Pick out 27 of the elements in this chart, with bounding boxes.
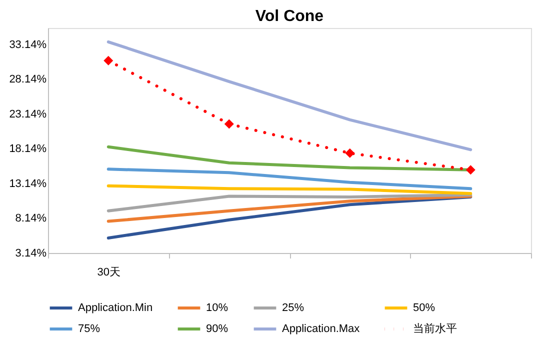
point bbox=[345, 148, 355, 158]
legend-label: Application.Max bbox=[282, 323, 360, 335]
line-series bbox=[106, 168, 472, 190]
line-series bbox=[106, 184, 472, 195]
line-series bbox=[106, 195, 472, 240]
y-tick-label: 13.14% bbox=[9, 178, 47, 190]
y-tick-label: 23.14% bbox=[9, 108, 47, 120]
line-series bbox=[106, 193, 472, 212]
line-series bbox=[106, 194, 472, 223]
legend-label: 75% bbox=[78, 323, 100, 335]
point bbox=[466, 165, 476, 175]
y-tick-label: 18.14% bbox=[9, 143, 47, 156]
legend-label: Application.Min bbox=[78, 302, 153, 314]
y-tick-label: 8.14% bbox=[15, 212, 47, 225]
y-tick-label: 28.14% bbox=[9, 74, 47, 86]
legend-label: 10% bbox=[206, 302, 228, 314]
y-tick-label: 33.14% bbox=[9, 38, 47, 51]
point bbox=[224, 119, 234, 129]
legend-label: 当前水平 bbox=[413, 322, 457, 335]
chart-title: Vol Cone bbox=[255, 8, 324, 25]
legend-label: 90% bbox=[206, 323, 228, 335]
x-tick-label: 30天 bbox=[97, 266, 120, 278]
line-series bbox=[106, 40, 472, 152]
point bbox=[104, 56, 114, 66]
legend-label: 50% bbox=[413, 302, 436, 314]
legend-label: 25% bbox=[282, 302, 304, 314]
y-tick-label: 3.14% bbox=[15, 248, 47, 260]
